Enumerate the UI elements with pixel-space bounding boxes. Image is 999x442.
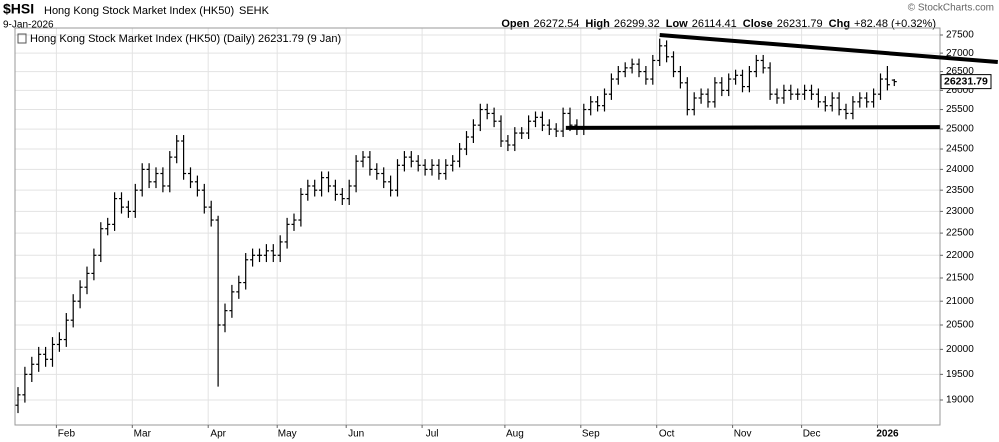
last-price-box [940, 74, 992, 90]
y-tick-label: 27000 [946, 48, 974, 59]
x-tick-label: Nov [734, 429, 752, 440]
y-tick-label: 22000 [946, 250, 974, 261]
y-tick-label: 24000 [946, 164, 974, 175]
quote-value: +82.48 (+0.32%) [854, 18, 936, 30]
y-tick-label: 27500 [946, 30, 974, 41]
quote-label: Chg [829, 18, 850, 30]
x-tick-label: 2026 [876, 429, 899, 440]
y-tick-label: 21500 [946, 273, 974, 284]
source: © StockCharts.com [908, 3, 994, 14]
exchange: SEHK [239, 5, 270, 17]
x-tick-label: Oct [659, 429, 675, 440]
quote-label: Low [666, 18, 688, 30]
quote-value: 26114.41 [692, 18, 737, 30]
x-tick-label: Mar [134, 429, 152, 440]
date: 9-Jan-2026 [3, 20, 54, 31]
quote: Open 26272.54 High 26299.32 Low 26114.41 Close… [501, 18, 936, 30]
quote-value: 26299.32 [614, 18, 660, 30]
y-tick-label: 23000 [946, 206, 974, 217]
trendline [565, 125, 940, 130]
x-tick-label: Apr [210, 429, 226, 440]
y-tick-label: 21000 [946, 296, 974, 307]
y-tick-label: 23500 [946, 185, 974, 196]
y-tick-label: 19500 [946, 369, 974, 380]
x-tick-label: Jul [426, 429, 439, 440]
quote-value: 26231.79 [777, 18, 823, 30]
legend-icon [17, 33, 27, 44]
symbol: $HSI [3, 1, 34, 17]
y-tick-label: 25500 [946, 104, 974, 115]
y-tick-label: 26000 [946, 85, 974, 96]
x-tick-label: Dec [803, 429, 821, 440]
y-tick-label: 20000 [946, 344, 974, 355]
quote-label: High [585, 18, 610, 30]
bars [15, 38, 897, 414]
y-tick-label: 19000 [946, 395, 974, 406]
plot-frame [14, 27, 941, 426]
x-tick-label: May [278, 429, 297, 440]
y-tick-label: 24500 [946, 144, 974, 155]
x-tick-label: Feb [58, 429, 76, 440]
quote-label: Close [743, 18, 773, 30]
y-tick-label: 25000 [946, 124, 974, 135]
x-tick-label: Sep [582, 429, 600, 440]
legend: Hong Kong Stock Market Index (HK50) (Dai… [30, 33, 341, 45]
last-price-label: 26231.79 [944, 75, 988, 87]
quote-value: 26272.54 [533, 18, 579, 30]
x-tick-label: Jun [348, 429, 364, 440]
y-tick-label: 22500 [946, 228, 974, 239]
quote-label: Open [501, 18, 529, 30]
grid [15, 28, 940, 425]
trendline [659, 33, 998, 65]
index-name: Hong Kong Stock Market Index (HK50) [44, 5, 234, 17]
y-tick-label: 26500 [946, 66, 974, 77]
x-tick-label: Aug [506, 429, 524, 440]
y-tick-label: 20500 [946, 320, 974, 331]
